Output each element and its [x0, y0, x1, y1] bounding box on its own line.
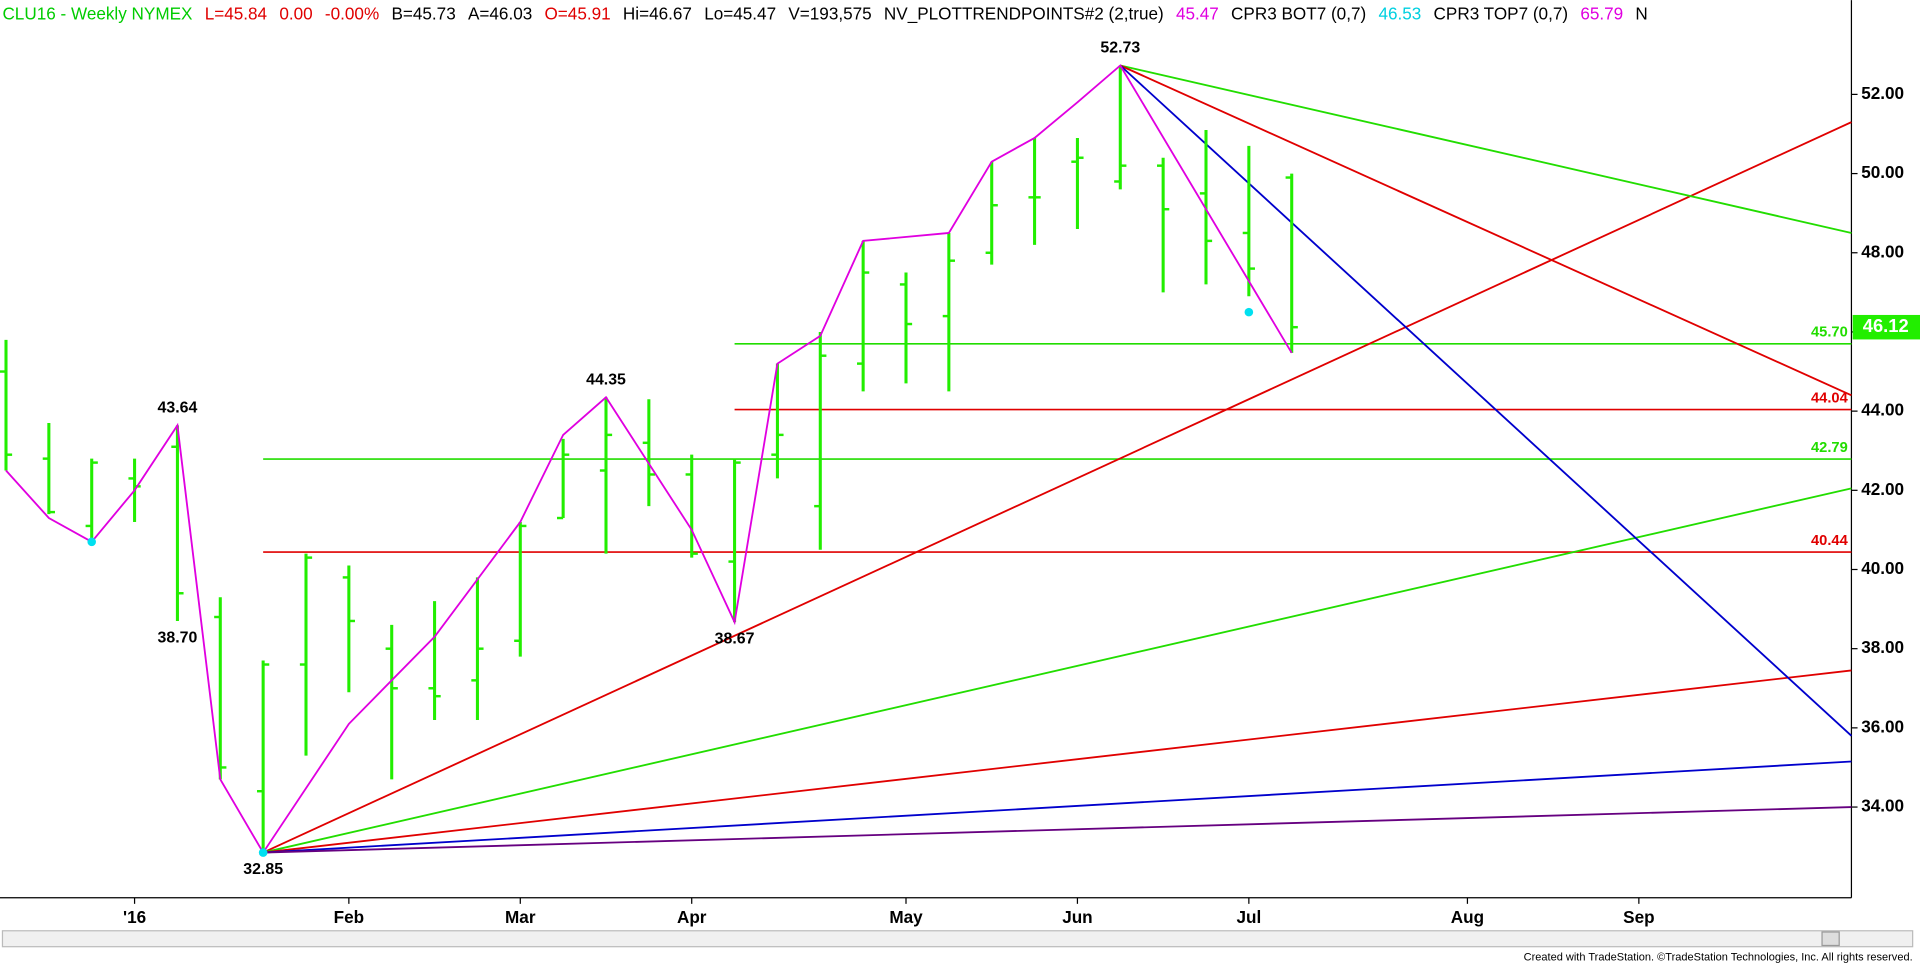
header-item: 46.53 [1378, 3, 1421, 23]
header-item: A=46.03 [468, 3, 532, 23]
y-tick-label: 40.00 [1861, 558, 1904, 578]
header-item: Hi=46.67 [623, 3, 692, 23]
y-tick-label: 36.00 [1861, 716, 1904, 736]
y-tick-label: 52.00 [1861, 83, 1904, 103]
trendline [263, 760, 1852, 854]
header-item: 65.79 [1580, 3, 1623, 23]
header-item: NV_PLOTTRENDPOINTS#2 (2,true) [884, 3, 1164, 23]
header-item: Lo=45.47 [704, 3, 776, 23]
pivot-label: 44.35 [586, 371, 626, 388]
pivot-label: 38.67 [715, 630, 755, 647]
x-tick-label: Mar [505, 907, 536, 927]
y-tick-label: 50.00 [1861, 162, 1904, 182]
zigzag-line [5, 64, 1293, 855]
header-item: 0.00 [279, 3, 312, 23]
pivot-label: 52.73 [1100, 40, 1140, 57]
pivot-label: 38.70 [158, 629, 198, 646]
header-item: 45.47 [1176, 3, 1219, 23]
x-tick-label: Aug [1451, 907, 1484, 927]
pivot-label: 43.64 [158, 399, 198, 416]
x-tick-label: Apr [677, 907, 707, 927]
level-label: 44.04 [1811, 390, 1849, 406]
x-tick-label: May [889, 907, 923, 927]
header-item: -0.00% [325, 3, 379, 23]
marker-dot [258, 848, 268, 857]
scroll-thumb[interactable] [1821, 931, 1840, 947]
last-price-box [1852, 314, 1920, 340]
trendline [1120, 64, 1852, 234]
y-tick-label: 42.00 [1861, 479, 1904, 499]
marker-dot [87, 537, 96, 547]
x-tick-label: Jun [1062, 907, 1092, 927]
header-item: O=45.91 [544, 3, 610, 23]
marker-dot [1244, 307, 1254, 317]
y-tick-label: 44.00 [1861, 400, 1904, 420]
y-tick-label: 48.00 [1861, 241, 1904, 261]
trendline [262, 121, 1852, 854]
footer: Created with TradeStation. ©TradeStation… [1524, 952, 1913, 964]
level-label: 40.44 [1811, 533, 1849, 549]
trendline [1119, 64, 1853, 737]
trendline [262, 487, 1852, 854]
x-tick-label: Jul [1236, 907, 1261, 927]
header-item: CLU16 - Weekly NYMEX [2, 3, 193, 23]
header-item: CPR3 TOP7 (0,7) [1434, 3, 1569, 23]
x-tick-label: Feb [334, 907, 364, 927]
y-tick-label: 38.00 [1861, 637, 1904, 657]
header-item: B=45.73 [391, 3, 455, 23]
header-item: L=45.84 [205, 3, 268, 23]
x-tick-label: '16 [123, 907, 146, 927]
header-item: CPR3 BOT7 (0,7) [1231, 3, 1366, 23]
header-item: V=193,575 [788, 3, 871, 23]
trendline [1119, 64, 1852, 397]
level-label: 42.79 [1811, 440, 1848, 456]
scrollbar[interactable] [1, 930, 1914, 948]
y-tick-label: 34.00 [1861, 796, 1904, 816]
trendline [263, 669, 1852, 854]
pivot-label: 32.85 [243, 861, 283, 878]
header-item: N [1635, 3, 1647, 23]
x-tick-label: Sep [1623, 907, 1654, 927]
last-price-label: 46.12 [1863, 315, 1909, 336]
level-label: 45.70 [1811, 325, 1848, 341]
trendline [263, 806, 1852, 854]
